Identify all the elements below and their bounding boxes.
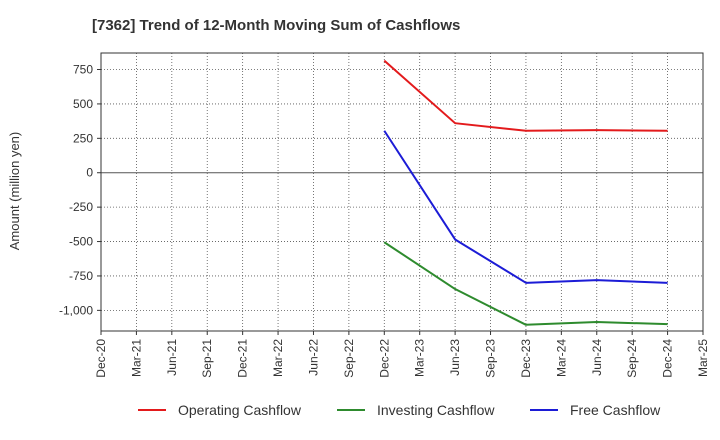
legend-label: Free Cashflow xyxy=(570,402,661,418)
y-tick-label: 250 xyxy=(73,131,93,145)
plot-frame xyxy=(100,52,704,332)
x-tick-label: Jun-21 xyxy=(165,339,179,376)
x-tick-label: Dec-22 xyxy=(377,339,391,378)
series-line-investing-cashflow xyxy=(383,241,668,326)
x-tick-label: Dec-20 xyxy=(94,339,108,378)
x-tick-label: Mar-22 xyxy=(271,339,285,377)
x-tick-label: Dec-23 xyxy=(519,339,533,378)
legend: Operating Cashflow Investing Cashflow Free… xyxy=(138,402,661,418)
x-tick-label: Jun-23 xyxy=(448,339,462,376)
grid xyxy=(101,53,703,331)
x-tick-label: Jun-22 xyxy=(306,339,320,376)
y-tick-label: 500 xyxy=(73,97,93,111)
y-tick-label: 0 xyxy=(86,166,93,180)
x-tick-label: Sep-24 xyxy=(625,339,639,378)
y-tick-label: 750 xyxy=(73,63,93,77)
x-tick-label: Mar-24 xyxy=(554,339,568,377)
axes: Dec-20 Mar-21 Jun-21 Sep-21 Dec-21 Mar-22 Jun-… xyxy=(59,52,710,378)
x-tick-label: Mar-21 xyxy=(129,339,143,377)
x-tick-label: Dec-24 xyxy=(661,339,675,378)
series-lines xyxy=(383,59,668,326)
x-tick-label: Sep-23 xyxy=(484,339,498,378)
y-tick-label: -750 xyxy=(69,269,93,283)
series-line-free-cashflow xyxy=(383,130,668,284)
legend-label: Investing Cashflow xyxy=(377,402,495,418)
x-tick-label: Sep-21 xyxy=(200,339,214,378)
x-tick-label: Sep-22 xyxy=(342,339,356,378)
x-tick-label: Mar-25 xyxy=(696,339,710,377)
x-tick-label: Mar-23 xyxy=(413,339,427,377)
series-line-operating-cashflow xyxy=(383,59,668,132)
y-tick-label: -250 xyxy=(69,200,93,214)
x-tick-label: Dec-21 xyxy=(236,339,250,378)
legend-label: Operating Cashflow xyxy=(178,402,302,418)
y-tick-label: -1,000 xyxy=(59,303,93,317)
chart-title: [7362] Trend of 12-Month Moving Sum of C… xyxy=(92,17,460,34)
y-tick-label: -500 xyxy=(69,235,93,249)
x-tick-label: Jun-24 xyxy=(590,339,604,376)
y-axis-label: Amount (million yen) xyxy=(7,132,22,251)
